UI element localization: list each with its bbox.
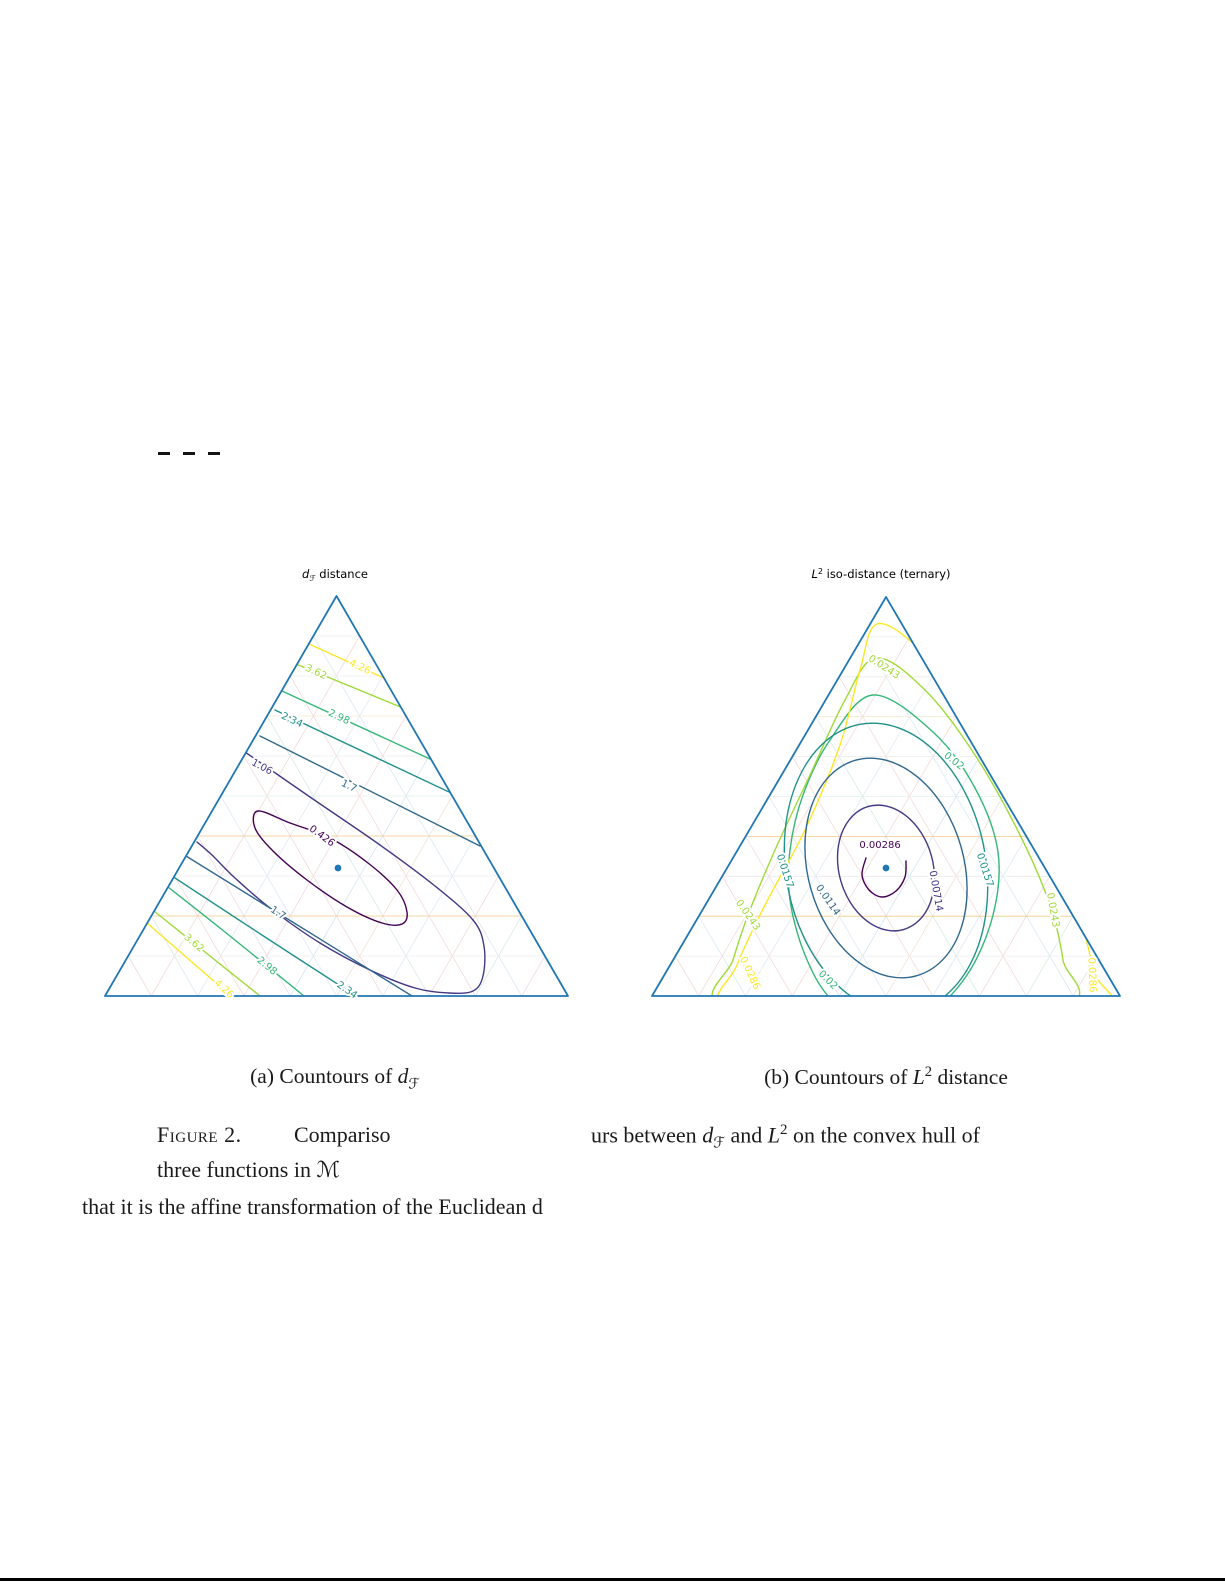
contour-label: 0.426 <box>307 824 337 850</box>
contour-label: 0.0243 <box>1044 892 1061 928</box>
grid-line <box>979 876 1051 996</box>
grid-line <box>768 796 887 996</box>
contour-line <box>787 694 1000 996</box>
contour-label: 2.98 <box>326 708 351 727</box>
contour-ellipse <box>783 722 989 996</box>
grid-line <box>243 715 407 996</box>
contour-line <box>281 690 431 760</box>
contour-label: 4.26 <box>212 978 236 1001</box>
dash-mark <box>208 452 220 455</box>
math-sub-F: ℱ <box>713 1135 725 1152</box>
contour-line <box>146 922 232 996</box>
contour-label: 1.06 <box>249 757 274 777</box>
math-var-d: d <box>702 1122 714 1148</box>
subcaption-a: (a) Countours of dℱ <box>180 1064 490 1094</box>
grid-line <box>336 795 453 996</box>
contour-line <box>308 643 385 679</box>
grid-line <box>266 715 430 996</box>
grid-line <box>815 716 980 996</box>
fragment-right-pre: urs between <box>591 1122 703 1148</box>
contour-line <box>185 855 413 996</box>
contour-label: 2.98 <box>255 955 279 978</box>
bottom-rule <box>0 1578 1225 1581</box>
grid-line <box>885 796 1004 996</box>
plot-area <box>675 622 1113 996</box>
figure-caption-line2: three functions in ℳ <box>157 1157 340 1183</box>
math-sup-2: 2 <box>924 1064 933 1080</box>
contour-line <box>295 663 404 709</box>
math-sup-2: 2 <box>779 1122 788 1138</box>
contour-label: 0.0286 <box>1085 957 1097 992</box>
math-var-d: d <box>397 1064 409 1088</box>
fragment-right-mid: and <box>724 1122 768 1148</box>
figure-caption-label: Figure 2. <box>157 1122 242 1147</box>
fragment-right-post: on the convex hull of <box>787 1122 980 1148</box>
contour-ellipse <box>804 757 968 979</box>
dash-marks <box>158 452 220 455</box>
grid-line <box>521 955 546 996</box>
contour-label: 3.62 <box>303 663 328 682</box>
contour-label: 4.26 <box>347 658 372 677</box>
triangle-border <box>651 596 1121 997</box>
grid-line <box>792 716 957 996</box>
contour-line <box>153 910 261 996</box>
grid-line <box>428 875 499 996</box>
figure-caption-fragment-left: Compariso <box>294 1122 391 1147</box>
grid-line <box>1072 955 1097 996</box>
contour-label: 2.34 <box>279 711 304 730</box>
grid-line <box>127 955 152 996</box>
plot-area <box>127 635 546 996</box>
dash-mark <box>183 452 195 455</box>
subcaption-b-text: (b) Countours of <box>764 1065 913 1090</box>
contour-line <box>259 735 481 847</box>
contour-label: 1.7 <box>339 778 358 795</box>
grid-line <box>698 636 910 996</box>
contour-label: 0.02 <box>942 750 966 772</box>
contour-label: 0.0286 <box>737 955 762 991</box>
subcaption-a-text: (a) Countours of <box>250 1064 398 1088</box>
contour-line <box>861 857 907 898</box>
ternary-plot-dF: 4.263.622.982.341.71.060.4261.72.342.983… <box>104 567 569 1003</box>
grid-line <box>174 875 245 996</box>
contour-label: 3.62 <box>182 932 206 955</box>
line2-pre: three functions in <box>157 1157 317 1182</box>
contour-line <box>174 877 357 996</box>
subcaption-b-suffix: distance <box>932 1065 1008 1090</box>
plot-title: dℱ distance <box>302 567 368 583</box>
grid-line <box>220 795 337 996</box>
math-cal-M: ℳ <box>316 1157 340 1182</box>
contour-label: 0.0157 <box>774 853 795 890</box>
plot-title: L2 iso-distance (ternary) <box>811 567 950 581</box>
contour-label: 2.34 <box>334 980 359 1002</box>
grid-line <box>862 636 1074 996</box>
math-var-L: L <box>767 1122 780 1148</box>
subcaption-b: (b) Countours of L2 distance <box>700 1064 1072 1091</box>
body-text: that it is the affine transformation of … <box>82 1194 543 1219</box>
grid-line <box>312 635 523 996</box>
math-var-L: L <box>912 1065 925 1090</box>
math-sub-F: ℱ <box>408 1076 420 1093</box>
contour-label: 0.00286 <box>859 840 900 851</box>
minimum-point <box>334 864 342 872</box>
figure-caption-fragment-right: urs between dℱ and L2 on the convex hull… <box>591 1122 980 1154</box>
contour-label: 0.0243 <box>866 653 901 681</box>
contour-label: 0.0114 <box>813 883 842 918</box>
minimum-point <box>882 864 890 872</box>
ternary-plot-L2: 0.00286 0.02 0.02 0.0243 0.0243 0.0243 0.0286 0… <box>651 567 1121 997</box>
contour-line <box>711 657 1081 996</box>
dash-mark <box>158 452 170 455</box>
contour-label: 0.0243 <box>733 898 762 933</box>
contour-label: 0.02 <box>816 969 840 993</box>
contour-ellipse <box>836 804 936 932</box>
contour-line <box>252 810 408 926</box>
triangle-border <box>104 595 569 997</box>
grid-line <box>675 955 700 996</box>
contour-line <box>716 622 1113 996</box>
contour-line <box>274 709 450 793</box>
grid-line <box>150 635 360 996</box>
grid-line <box>721 876 793 996</box>
contour-line <box>167 886 305 996</box>
contour-line <box>196 751 486 995</box>
